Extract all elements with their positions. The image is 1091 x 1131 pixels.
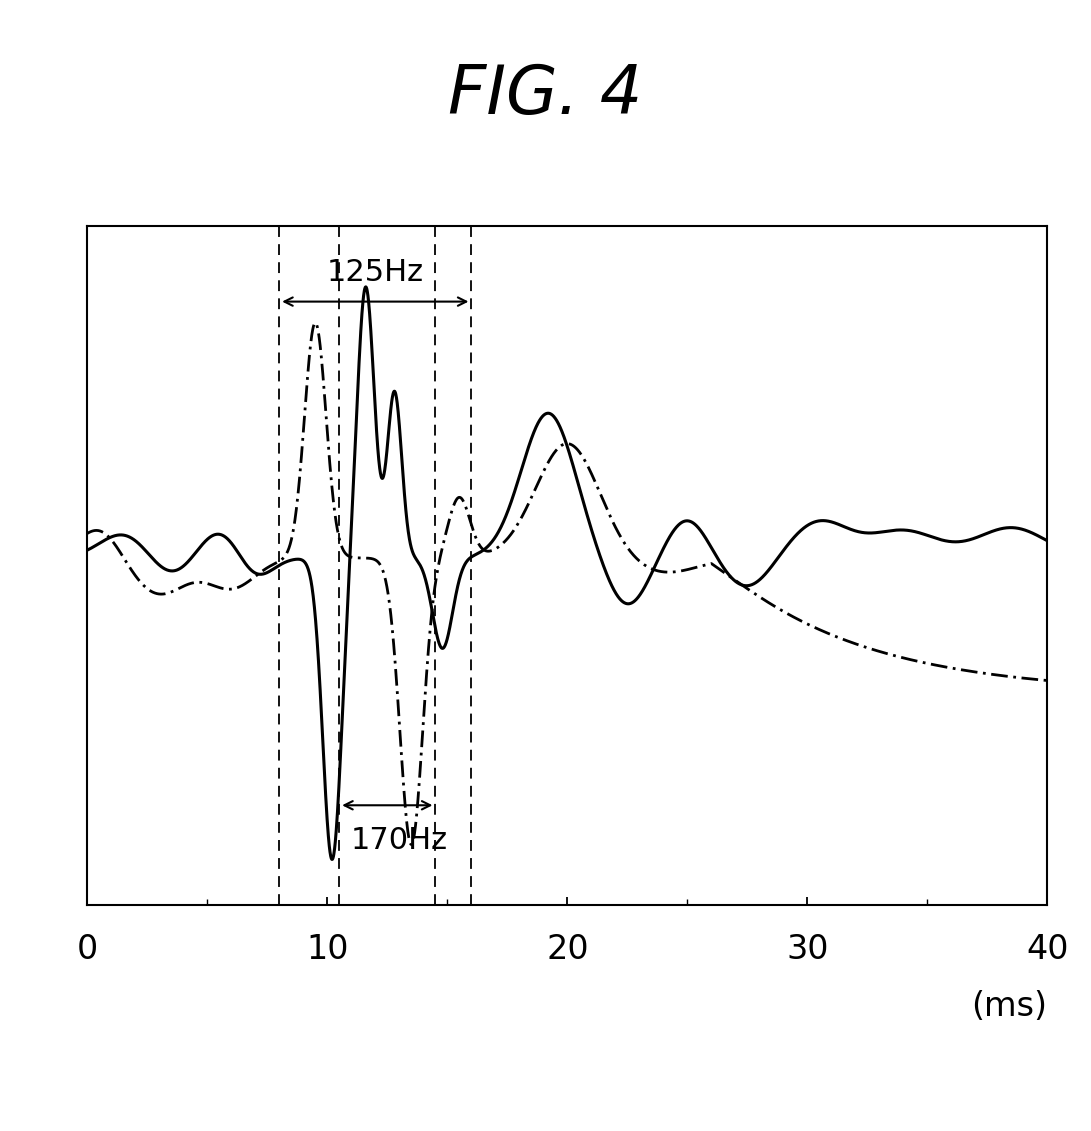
Text: 20: 20 <box>546 933 589 966</box>
Text: 125Hz: 125Hz <box>327 258 423 286</box>
Text: FIG. 4: FIG. 4 <box>448 62 643 128</box>
Text: 40: 40 <box>1027 933 1068 966</box>
Text: 30: 30 <box>787 933 828 966</box>
Text: 10: 10 <box>307 933 348 966</box>
Text: 170Hz: 170Hz <box>351 827 447 855</box>
Text: 0: 0 <box>76 933 98 966</box>
Text: (ms): (ms) <box>971 990 1047 1022</box>
